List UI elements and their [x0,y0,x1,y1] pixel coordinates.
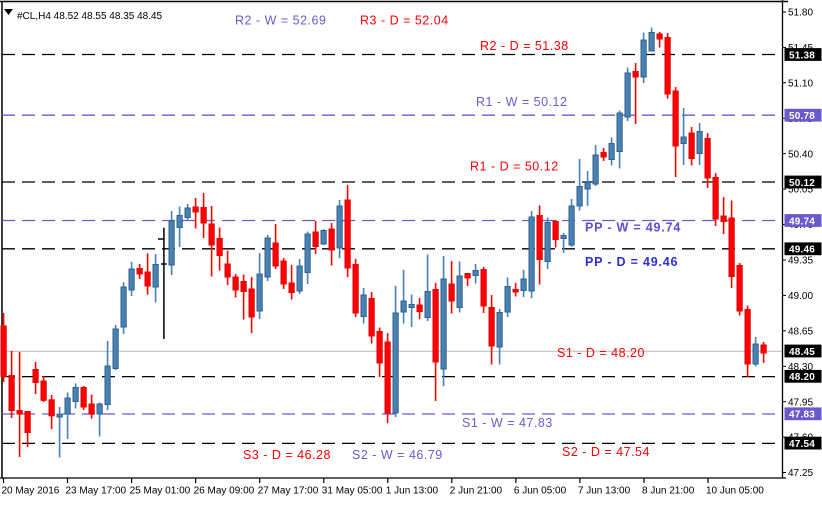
svg-text:47.95: 47.95 [788,397,813,408]
svg-text:48.30: 48.30 [788,362,813,373]
svg-text:20 May 2016: 20 May 2016 [2,486,60,497]
svg-text:47.54: 47.54 [789,439,815,450]
svg-text:PP - W = 49.74: PP - W = 49.74 [585,221,681,235]
svg-text:48.20: 48.20 [789,372,815,383]
svg-text:S1 - D = 48.20: S1 - D = 48.20 [557,346,645,360]
svg-text:49.74: 49.74 [789,216,815,227]
svg-text:48.65: 48.65 [788,326,813,337]
svg-text:49.35: 49.35 [788,256,813,267]
svg-text:1 Jun 13:00: 1 Jun 13:00 [386,486,439,497]
svg-text:50.78: 50.78 [789,111,815,122]
svg-text:50.40: 50.40 [788,149,813,160]
svg-text:S1 - W = 47.83: S1 - W = 47.83 [462,416,553,430]
svg-text:25 May 01:00: 25 May 01:00 [130,486,191,497]
svg-text:S3 - D = 46.28: S3 - D = 46.28 [243,448,331,462]
svg-text:26 May 09:00: 26 May 09:00 [194,486,255,497]
svg-text:S2 - D = 47.54: S2 - D = 47.54 [562,445,650,459]
svg-text:50.12: 50.12 [789,178,815,189]
svg-text:R2 - W = 52.69: R2 - W = 52.69 [235,14,326,28]
svg-text:10 Jun 05:00: 10 Jun 05:00 [706,486,764,497]
svg-text:S2 - W = 46.79: S2 - W = 46.79 [352,448,443,462]
svg-text:7 Jun 13:00: 7 Jun 13:00 [578,486,631,497]
svg-text:48.45: 48.45 [789,347,815,358]
svg-text:51.38: 51.38 [789,50,815,61]
svg-text:23 May 17:00: 23 May 17:00 [66,486,127,497]
svg-text:2 Jun 21:00: 2 Jun 21:00 [450,486,503,497]
svg-text:50.05: 50.05 [788,185,813,196]
svg-text:R3 - D = 52.04: R3 - D = 52.04 [360,14,449,28]
svg-text:8 Jun 21:00: 8 Jun 21:00 [642,486,695,497]
svg-text:49.00: 49.00 [788,291,813,302]
svg-text:PP - D = 49.46: PP - D = 49.46 [585,255,678,269]
svg-text:51.80: 51.80 [788,8,813,19]
svg-text:6 Jun 05:00: 6 Jun 05:00 [514,486,567,497]
svg-text:49.46: 49.46 [789,245,815,256]
svg-text:51.10: 51.10 [788,78,813,89]
svg-text:#CL,H4 48.52 48.55 48.35 48.4: #CL,H4 48.52 48.55 48.35 48.45 [17,11,163,22]
svg-text:R2 - D = 51.38: R2 - D = 51.38 [480,39,569,53]
svg-text:R1 - W = 50.12: R1 - W = 50.12 [476,95,567,109]
svg-text:27 May 17:00: 27 May 17:00 [258,486,319,497]
svg-text:47.25: 47.25 [788,468,813,479]
svg-text:31 May 05:00: 31 May 05:00 [322,486,383,497]
svg-text:R1 - D = 50.12: R1 - D = 50.12 [470,160,559,174]
svg-text:47.83: 47.83 [789,410,815,421]
